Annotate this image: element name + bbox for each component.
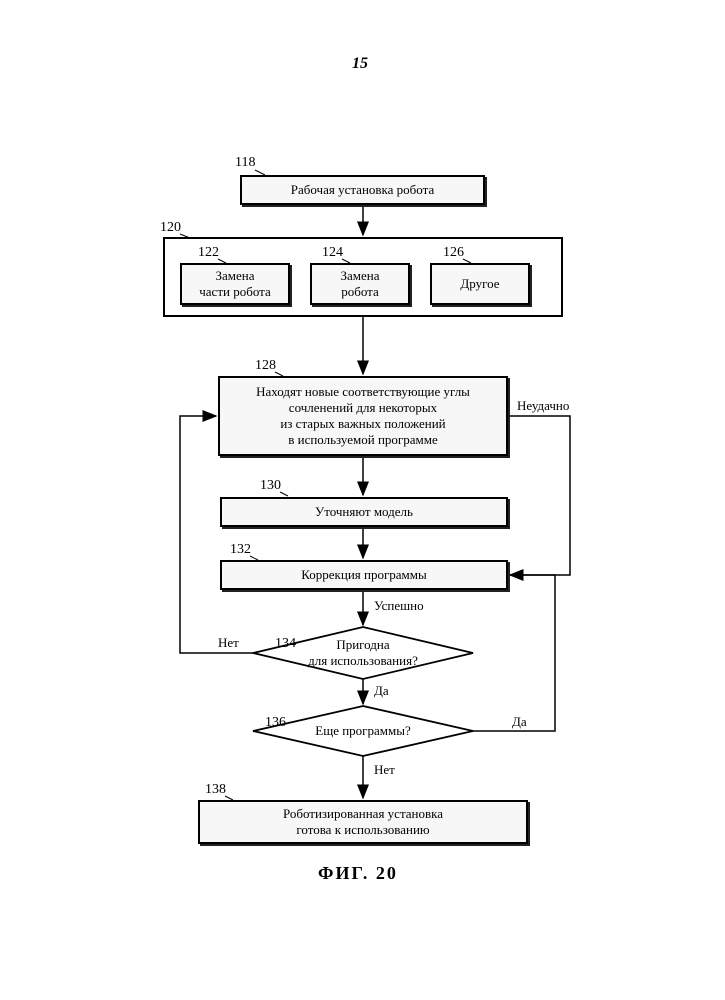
ref-122: 122 xyxy=(198,245,219,261)
node-118-label: Рабочая установка робота xyxy=(291,182,434,198)
node-124: Замена робота xyxy=(310,263,410,305)
node-122-label: Замена части робота xyxy=(199,268,271,301)
node-130: Уточняют модель xyxy=(220,497,508,527)
node-128: Находят новые соответствующие углы сочле… xyxy=(218,376,508,456)
ref-138: 138 xyxy=(205,782,226,798)
edge-label-134-yes: Да xyxy=(372,683,391,699)
ref-126: 126 xyxy=(443,245,464,261)
node-126-label: Другое xyxy=(460,276,499,292)
node-124-label: Замена робота xyxy=(340,268,379,301)
node-126: Другое xyxy=(430,263,530,305)
edge-label-134-no: Нет xyxy=(216,635,241,651)
node-128-label: Находят новые соответствующие углы сочле… xyxy=(256,384,470,449)
node-130-label: Уточняют модель xyxy=(315,504,413,520)
node-122: Замена части робота xyxy=(180,263,290,305)
ref-132: 132 xyxy=(230,542,251,558)
node-138: Роботизированная установка готова к испо… xyxy=(198,800,528,844)
flowchart-canvas: { "page_number": "15", "figure_label": "… xyxy=(0,0,725,1000)
ref-118: 118 xyxy=(235,155,255,171)
ref-134: 134 xyxy=(275,636,296,652)
ref-136: 136 xyxy=(265,715,286,731)
edge-label-success: Успешно xyxy=(372,598,426,614)
node-132: Коррекция программы xyxy=(220,560,508,590)
edge-label-136-yes: Да xyxy=(510,714,529,730)
node-132-label: Коррекция программы xyxy=(301,567,427,583)
node-118: Рабочая установка робота xyxy=(240,175,485,205)
figure-label: ФИГ. 20 xyxy=(318,863,398,884)
node-138-label: Роботизированная установка готова к испо… xyxy=(283,806,443,839)
ref-120: 120 xyxy=(160,220,181,236)
ref-128: 128 xyxy=(255,358,276,374)
edge-label-128-fail: Неудачно xyxy=(515,398,571,414)
ref-124: 124 xyxy=(322,245,343,261)
node-136-label: Еще программы? xyxy=(253,723,473,739)
edge-label-136-no: Нет xyxy=(372,762,397,778)
ref-130: 130 xyxy=(260,478,281,494)
